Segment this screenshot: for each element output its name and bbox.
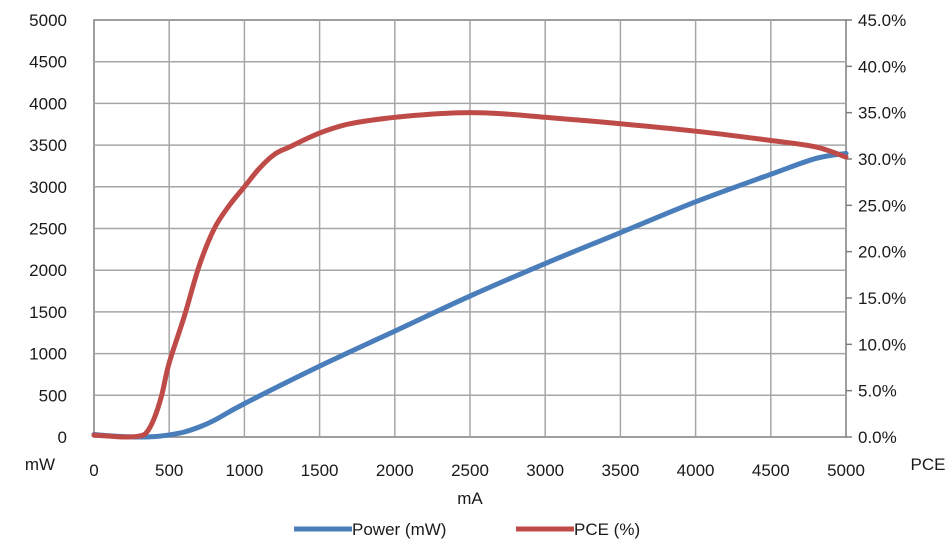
- right-tick-label: 45.0%: [858, 11, 906, 30]
- x-tick-label: 3000: [526, 461, 564, 480]
- left-tick-label: 0: [58, 428, 67, 447]
- right-tick-label: 30.0%: [858, 150, 906, 169]
- right-tick-label: 35.0%: [858, 104, 906, 123]
- x-tick-label: 500: [155, 461, 183, 480]
- right-tick-label: 0.0%: [858, 428, 897, 447]
- left-tick-label: 3500: [29, 136, 67, 155]
- left-tick-label: 4000: [29, 94, 67, 113]
- left-tick-label: 2500: [29, 220, 67, 239]
- x-tick-label: 4000: [677, 461, 715, 480]
- right-tick-label: 5.0%: [858, 382, 897, 401]
- right-tick-label: 40.0%: [858, 57, 906, 76]
- x-tick-label: 1000: [225, 461, 263, 480]
- left-tick-label: 2000: [29, 261, 67, 280]
- left-tick-label: 5000: [29, 11, 67, 30]
- right-tick-label: 20.0%: [858, 243, 906, 262]
- left-tick-label: 3000: [29, 178, 67, 197]
- x-tick-label: 3500: [601, 461, 639, 480]
- x-axis-ticks: 0 500 1000 1500 2000 2500 3000 3500 4000 4500 5000: [89, 461, 865, 480]
- left-axis-unit-label: mW: [25, 455, 55, 474]
- x-tick-label: 2000: [376, 461, 414, 480]
- right-axis-ticks: 0.0% 5.0% 10.0% 15.0% 20.0% 25.0% 30.0% 35.0% 40…: [846, 11, 906, 447]
- right-tick-label: 15.0%: [858, 289, 906, 308]
- series-layer: [91, 110, 849, 440]
- x-tick-label: 0: [89, 461, 98, 480]
- x-axis-label: mA: [457, 489, 483, 508]
- right-tick-label: 25.0%: [858, 196, 906, 215]
- legend-label-power: Power (mW): [352, 520, 446, 539]
- pce-series-line: [91, 110, 849, 440]
- left-axis-ticks: 0 500 1000 1500 2000 2500 3000 3500 4000 4500 5000: [29, 11, 67, 447]
- x-tick-label: 5000: [827, 461, 865, 480]
- legend: Power (mW) PCE (%): [294, 520, 640, 539]
- x-tick-label: 2500: [451, 461, 489, 480]
- legend-label-pce: PCE (%): [574, 520, 640, 539]
- x-tick-label: 4500: [752, 461, 790, 480]
- left-tick-label: 1000: [29, 345, 67, 364]
- left-tick-label: 1500: [29, 303, 67, 322]
- left-tick-label: 4500: [29, 53, 67, 72]
- left-tick-label: 500: [39, 386, 67, 405]
- right-axis-unit-label: PCE: [911, 455, 946, 474]
- right-tick-label: 10.0%: [858, 335, 906, 354]
- x-tick-label: 1500: [301, 461, 339, 480]
